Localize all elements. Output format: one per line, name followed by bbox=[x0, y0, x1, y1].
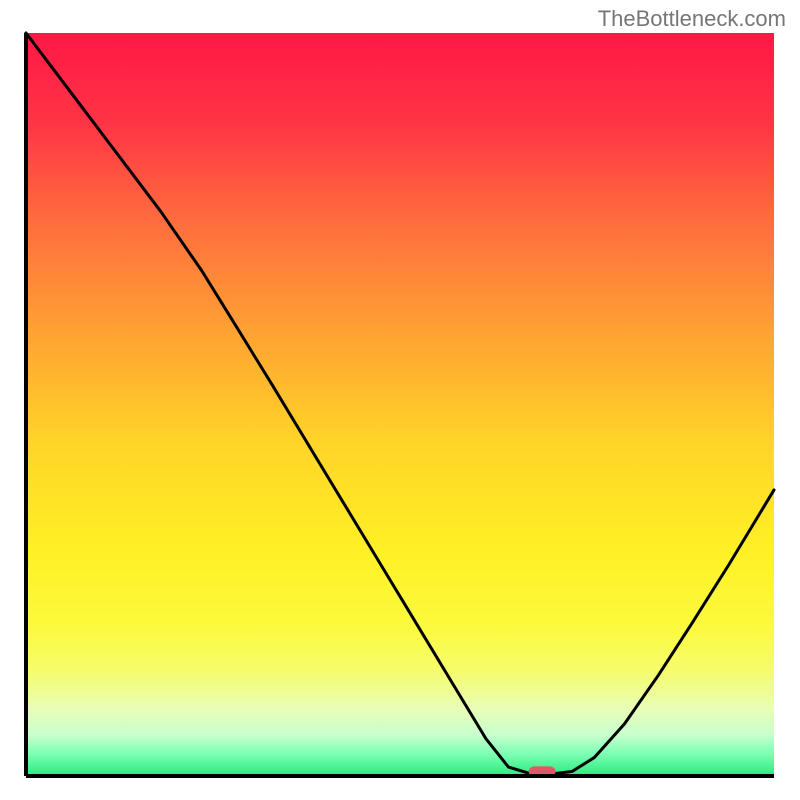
chart-container: { "watermark": { "text": "TheBottleneck.… bbox=[0, 0, 800, 800]
watermark-text: TheBottleneck.com bbox=[598, 6, 786, 32]
bottleneck-chart bbox=[0, 0, 800, 800]
gradient-background bbox=[26, 33, 774, 776]
